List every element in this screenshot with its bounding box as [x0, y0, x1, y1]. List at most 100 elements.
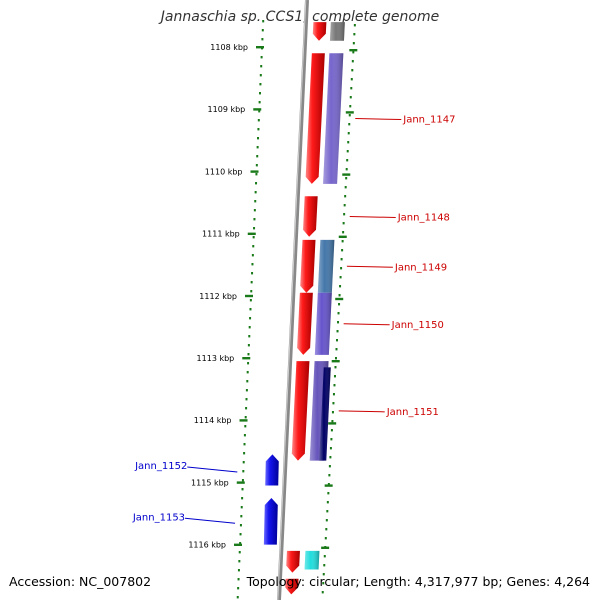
scale-dot — [243, 434, 246, 437]
scale-dot — [348, 114, 351, 117]
gene-label: Jann_1147 — [402, 115, 455, 126]
tick-mark — [234, 543, 243, 546]
gene-label: Jann_1150 — [391, 320, 444, 331]
gene-arrow — [300, 239, 316, 293]
scale-dot — [341, 240, 344, 243]
scale-dot — [322, 582, 325, 585]
gene-label-leader — [187, 466, 238, 473]
cog-block-shade — [314, 292, 332, 355]
scale-dot — [259, 92, 262, 95]
tick-mark — [247, 232, 256, 235]
scale-dot — [257, 128, 260, 131]
scale-dot — [353, 24, 356, 27]
scale-dot — [330, 438, 333, 441]
scale-dot — [334, 357, 337, 360]
scale-dot — [245, 407, 248, 410]
tick-mark-right — [331, 360, 340, 363]
scale-dot — [343, 204, 346, 207]
scale-dot — [246, 371, 249, 374]
scale-dot — [337, 312, 340, 315]
scale-dot — [250, 281, 253, 284]
scale-dot — [331, 411, 334, 414]
scale-dot — [337, 321, 340, 324]
scale-dot — [244, 416, 247, 419]
scale-dot — [333, 384, 336, 387]
genome-summary: Topology: circular; Length: 4,317,977 bp… — [246, 574, 590, 589]
tick-mark-right — [342, 173, 351, 176]
scale-dot — [261, 29, 264, 32]
scale-dot — [252, 236, 255, 239]
scale-dot — [256, 146, 259, 149]
scale-dot — [334, 366, 337, 369]
scale-dot — [253, 227, 256, 230]
scale-dot — [325, 519, 328, 522]
scale-dot — [247, 362, 250, 365]
gene-arrow — [286, 550, 300, 573]
tick-label: 1110 kbp — [205, 167, 243, 176]
scale-dot — [341, 249, 344, 252]
accession-text: Accession: NC_007802 — [9, 574, 152, 589]
gene-label-leader — [346, 265, 393, 268]
scale-dot — [329, 447, 332, 450]
cog-block-shade — [323, 53, 344, 184]
tick-mark — [239, 419, 248, 422]
tick-mark — [256, 46, 264, 49]
tick-mark — [253, 108, 262, 111]
gene-arrow — [265, 454, 279, 486]
scale-dot — [244, 425, 247, 428]
cog-block-shade — [329, 22, 345, 41]
scale-dot — [249, 317, 252, 320]
scale-dot — [322, 573, 325, 576]
scale-dot — [259, 74, 262, 77]
scale-dot — [255, 182, 258, 185]
scale-dot — [239, 533, 242, 536]
scale-dot — [262, 20, 265, 23]
scale-dot — [326, 501, 329, 504]
scale-dot — [335, 348, 338, 351]
gene-arrow — [291, 361, 310, 461]
genome-backbone — [277, 0, 309, 600]
scale-dot — [333, 375, 336, 378]
gene-label: Jann_1153 — [132, 512, 185, 523]
scale-dot — [352, 51, 355, 54]
scale-dot — [324, 537, 327, 540]
scale-dot — [353, 33, 356, 36]
scale-dot — [254, 191, 257, 194]
tick-label: 1108 kbp — [210, 43, 248, 52]
tick-label: 1113 kbp — [197, 354, 235, 363]
gene-label: Jann_1149 — [394, 262, 447, 273]
cog-block-shade — [317, 239, 335, 293]
gene-label-leader — [349, 215, 396, 218]
scale-dot — [349, 105, 352, 108]
tick-mark — [242, 357, 251, 360]
scale-dot — [345, 177, 348, 180]
map-title: Jannaschia sp. CCS1, complete genome — [160, 9, 440, 25]
tick-mark-right — [328, 422, 337, 425]
scale-dot — [344, 186, 347, 189]
scale-dot — [350, 87, 353, 90]
scale-dot — [246, 380, 249, 383]
scale-dot — [254, 200, 257, 203]
scale-dot — [260, 56, 263, 59]
scale-dot — [251, 254, 254, 257]
scale-dot — [336, 339, 339, 342]
scale-dot — [248, 335, 251, 338]
scale-dot — [255, 164, 258, 167]
scale-dot — [240, 515, 243, 518]
scale-dot — [260, 65, 263, 68]
scale-dot — [257, 119, 260, 122]
scale-dot — [340, 267, 343, 270]
scale-dot — [237, 578, 240, 581]
genome-backbone-highlight — [277, 0, 307, 600]
tick-label: 1112 kbp — [199, 292, 237, 301]
scale-dot — [252, 245, 255, 248]
gene-label-leader — [343, 323, 390, 326]
scale-dot — [258, 110, 261, 113]
scale-dot — [249, 299, 252, 302]
scale-dot — [247, 353, 250, 356]
scale-dot — [256, 155, 259, 158]
gene-arrow — [305, 53, 325, 184]
scale-dot — [326, 510, 329, 513]
gene-arrow — [263, 497, 278, 545]
scale-dot — [241, 497, 244, 500]
